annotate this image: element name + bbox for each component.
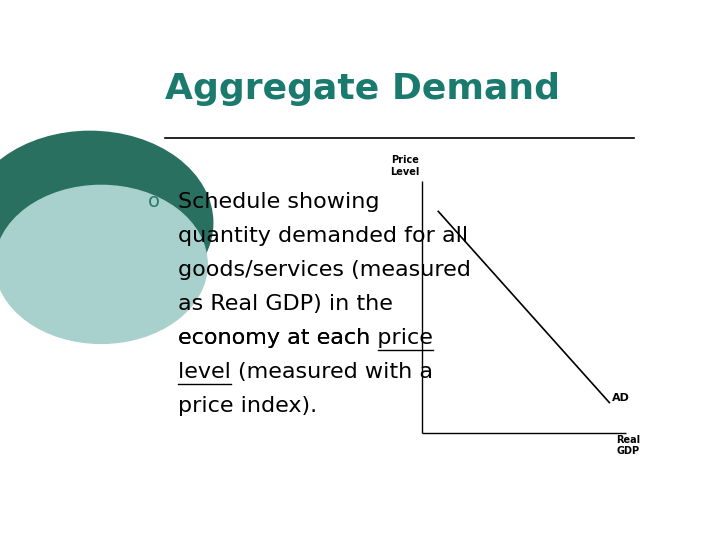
Text: Aggregate Demand: Aggregate Demand [166, 72, 560, 106]
Text: AD: AD [612, 394, 630, 403]
Circle shape [0, 185, 207, 343]
Text: economy at each: economy at each [178, 328, 377, 348]
Text: economy at each: economy at each [178, 328, 377, 348]
Circle shape [0, 131, 213, 314]
Text: Schedule showing: Schedule showing [178, 192, 379, 212]
Text: Real
GDP: Real GDP [616, 435, 641, 456]
Text: price index).: price index). [178, 396, 318, 416]
Text: Price
Level: Price Level [390, 156, 419, 177]
Text: economy at each price: economy at each price [178, 328, 433, 348]
Text: as Real GDP) in the: as Real GDP) in the [178, 294, 393, 314]
Text: o: o [148, 192, 160, 211]
Text: level (measured with a: level (measured with a [178, 362, 433, 382]
Text: economy at each price: economy at each price [178, 328, 433, 348]
Text: quantity demanded for all: quantity demanded for all [178, 226, 468, 246]
Text: goods/services (measured: goods/services (measured [178, 260, 471, 280]
